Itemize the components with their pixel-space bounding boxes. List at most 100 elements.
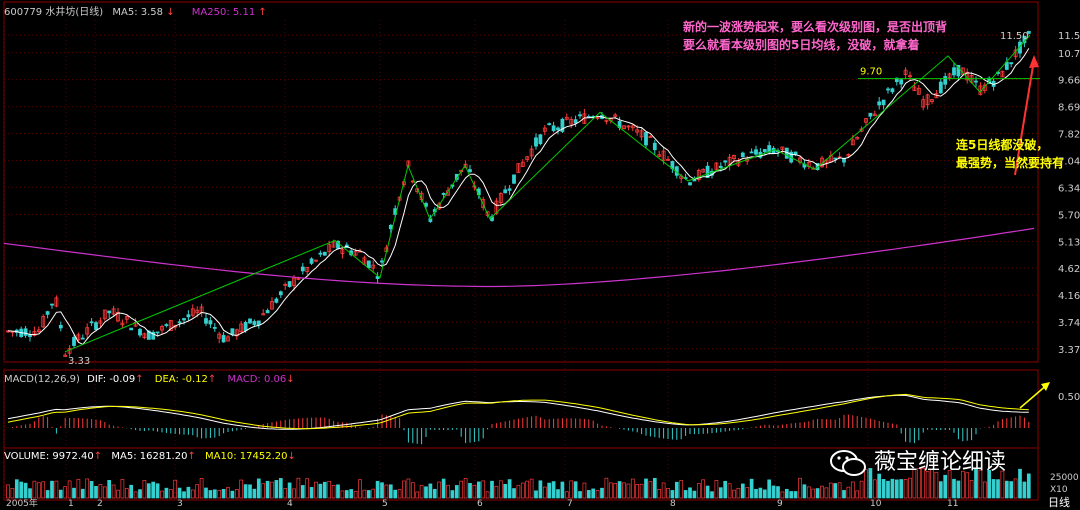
candle-body: [120, 322, 125, 326]
candle-body: [912, 86, 917, 91]
candle-body: [534, 137, 538, 147]
volume-bar: [138, 489, 142, 499]
volume-bar: [578, 491, 582, 499]
volume-bar: [1022, 481, 1027, 499]
volume-bar: [410, 482, 415, 499]
y-tick-label: 7.04: [1058, 157, 1080, 168]
candle-body: [314, 259, 318, 262]
volume-bar: [129, 484, 134, 499]
candle-body: [1026, 31, 1031, 34]
volume-panel: [6, 467, 1031, 499]
candle-body: [657, 154, 662, 157]
y-tick-label: 9.66: [1058, 76, 1080, 87]
candle-body: [331, 241, 336, 248]
volume-bar: [828, 482, 833, 499]
candle-body: [652, 142, 657, 151]
arrow-head-icon: [1029, 55, 1039, 68]
y-tick-label: 5.13: [1058, 237, 1080, 248]
volume-bar: [476, 481, 481, 499]
candle-body: [32, 330, 37, 336]
volume-bar: [322, 481, 327, 499]
volume-bar: [80, 488, 85, 499]
volume-bar: [190, 489, 195, 499]
volume-bar: [204, 487, 208, 499]
volume-bar: [608, 482, 613, 499]
volume-bar: [890, 478, 895, 499]
candle-body: [366, 260, 371, 269]
y-tick-label: 11.50: [1058, 31, 1080, 42]
volume-bar: [666, 488, 670, 499]
volume-bar: [1018, 468, 1022, 499]
candle-body: [274, 298, 279, 303]
volume-bar: [349, 489, 354, 499]
volume-bar: [94, 485, 98, 499]
candle-body: [630, 125, 635, 129]
volume-bar: [824, 487, 829, 499]
candle-body: [666, 158, 670, 161]
volume-bar: [23, 482, 28, 499]
candle-body: [916, 87, 921, 95]
volume-bar: [14, 479, 19, 499]
candle-body: [639, 130, 644, 138]
y-tick-label: 10.73: [1058, 49, 1080, 60]
x-tick-label: 6: [477, 499, 483, 507]
candle-body: [569, 118, 574, 125]
volume-bar: [670, 490, 675, 499]
volume-bar: [168, 489, 173, 499]
volume-bar: [375, 480, 380, 499]
volume-bar: [661, 482, 666, 499]
annotation-right-line2: 最强势，当然要持有: [956, 156, 1065, 170]
volume-bar: [969, 480, 974, 499]
y-tick-label: 3.74: [1058, 318, 1080, 329]
candle-body: [54, 297, 59, 307]
candle-body: [525, 156, 530, 160]
volume-bar: [503, 484, 508, 499]
volume-bar: [265, 480, 270, 499]
candle-body: [160, 326, 164, 331]
macd-panel: [7, 382, 1050, 445]
volume-bar: [173, 479, 178, 499]
candle-body: [239, 323, 244, 333]
annotation-right: 连5日线都没破， 最强势，当然要持有: [956, 136, 1064, 172]
candle-body: [692, 178, 697, 182]
volume-bar: [600, 487, 604, 499]
candle-body: [340, 249, 345, 254]
macd-header: MACD(12,26,9) DIF: -0.09↑ DEA: -0.12↑ MA…: [4, 374, 295, 385]
volume-bar: [872, 479, 877, 499]
candle-body: [80, 337, 85, 340]
candle-body: [72, 337, 76, 346]
volume-bar: [674, 481, 679, 499]
volume-bar: [564, 491, 569, 499]
candle-body: [547, 123, 552, 126]
volume-bar: [512, 488, 516, 499]
volume-bar: [960, 470, 965, 499]
candle-body: [538, 134, 543, 145]
volume-bar: [107, 480, 112, 499]
volume-bar: [740, 483, 745, 499]
candle-body: [507, 188, 512, 191]
volume-panel-border: [3, 447, 1039, 501]
candle-body: [754, 149, 758, 155]
volume-bar: [98, 484, 103, 499]
ma250-line: [3, 227, 1035, 288]
candle-body: [94, 322, 98, 330]
candle-body: [740, 152, 745, 158]
candle-body: [542, 127, 547, 132]
chart-header: 600779 水井坊(日线) MA5: 3.58 ↓ MA250: 5.11 ↑: [4, 3, 267, 18]
volume-bar: [116, 489, 120, 499]
volume-bar: [177, 487, 182, 499]
candle-body: [309, 258, 314, 264]
candle-body: [85, 327, 90, 335]
candle-body: [890, 88, 895, 93]
volume-bar: [28, 488, 32, 499]
volume-bar: [133, 491, 138, 499]
volume-bar: [358, 479, 362, 499]
volume-bar: [10, 487, 15, 499]
candle-body: [793, 151, 798, 155]
volume-bar: [622, 482, 626, 499]
volume-bar: [305, 478, 310, 499]
y-tick-label: 3.37: [1058, 345, 1080, 356]
volume-bar: [582, 482, 587, 499]
volume-bar: [50, 480, 54, 499]
volume-header: VOLUME: 9972.40↑ MA5: 16281.20↑ MA10: 17…: [4, 451, 296, 462]
